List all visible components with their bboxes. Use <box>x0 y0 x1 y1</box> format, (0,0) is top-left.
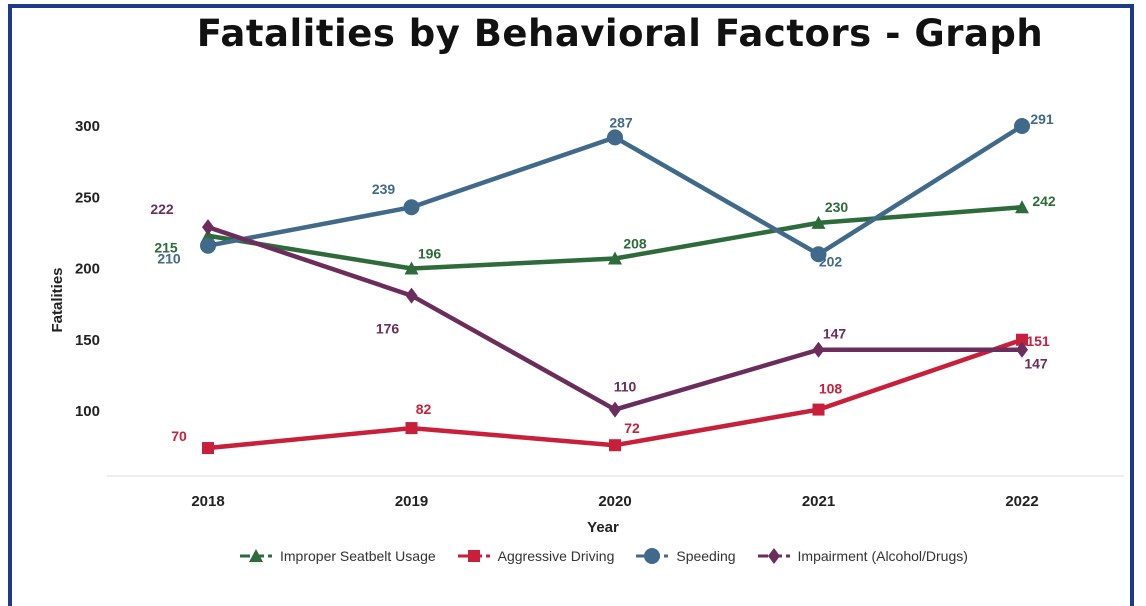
x-tick-label: 2021 <box>802 493 835 510</box>
data-label-aggressive-driving: 108 <box>819 381 843 397</box>
chart-frame <box>8 4 1134 606</box>
data-label-speeding: 239 <box>372 181 396 197</box>
y-tick-label: 250 <box>75 189 100 206</box>
x-tick-label: 2020 <box>598 493 631 510</box>
data-point-speeding <box>403 199 420 216</box>
data-point-speeding <box>200 237 216 254</box>
y-axis-title: Fatalities <box>49 267 66 332</box>
data-point-improper-seatbelt-usage <box>1015 200 1029 214</box>
legend-marker <box>767 548 780 564</box>
data-point-impairment-alcohol-drugs <box>405 287 418 304</box>
data-label-impairment-alcohol-drugs: 222 <box>150 201 174 217</box>
y-tick-label: 100 <box>75 403 100 420</box>
data-point-impairment-alcohol-drugs <box>812 341 825 358</box>
data-label-impairment-alcohol-drugs: 176 <box>376 321 400 337</box>
legend-marker <box>467 550 480 562</box>
data-label-aggressive-driving: 72 <box>624 420 640 436</box>
chart-title: Fatalities by Behavioral Factors - Graph <box>196 12 1044 55</box>
x-axis-title: Year <box>587 519 619 536</box>
data-point-aggressive-driving <box>812 403 825 416</box>
data-point-speeding <box>1014 118 1030 134</box>
data-label-speeding: 291 <box>1030 111 1054 127</box>
x-tick-label: 2019 <box>395 493 428 510</box>
data-label-impairment-alcohol-drugs: 147 <box>1024 356 1048 372</box>
y-tick-label: 200 <box>75 261 100 278</box>
x-tick-label: 2018 <box>191 493 224 510</box>
data-point-impairment-alcohol-drugs <box>609 401 621 418</box>
data-label-impairment-alcohol-drugs: 147 <box>823 326 847 342</box>
legend-swatch <box>240 549 272 562</box>
data-point-aggressive-driving <box>405 422 418 435</box>
legend-swatch <box>636 548 669 564</box>
data-point-aggressive-driving <box>202 442 214 455</box>
data-point-improper-seatbelt-usage <box>201 228 215 242</box>
legend-marker <box>249 549 263 562</box>
legend-label: Impairment (Alcohol/Drugs) <box>797 548 968 564</box>
legend-item-improper-seatbelt-usage: Improper Seatbelt Usage <box>238 548 436 564</box>
legend-marker <box>644 548 661 564</box>
data-label-speeding: 210 <box>157 251 181 267</box>
legend-item-impairment-alcohol-drugs: Impairment (Alcohol/Drugs) <box>756 548 968 564</box>
x-tick-label: 2022 <box>1005 493 1038 510</box>
y-tick-label: 150 <box>75 332 100 349</box>
legend-item-speeding: Speeding <box>634 548 736 564</box>
data-label-speeding: 287 <box>609 114 633 130</box>
data-point-aggressive-driving <box>609 439 621 452</box>
legend-swatch <box>457 550 490 562</box>
legend-label: Aggressive Driving <box>497 548 615 564</box>
data-label-improper-seatbelt-usage: 230 <box>825 199 849 215</box>
legend-swatch <box>757 548 790 564</box>
data-point-improper-seatbelt-usage <box>608 251 622 265</box>
data-point-aggressive-driving <box>1016 333 1028 346</box>
data-point-impairment-alcohol-drugs <box>202 219 214 236</box>
data-point-improper-seatbelt-usage <box>811 215 826 229</box>
data-label-aggressive-driving: 151 <box>1026 333 1050 349</box>
data-point-speeding <box>810 246 827 263</box>
data-label-aggressive-driving: 70 <box>171 428 187 444</box>
data-label-improper-seatbelt-usage: 208 <box>623 236 647 252</box>
data-label-impairment-alcohol-drugs: 110 <box>614 379 637 395</box>
data-point-speeding <box>607 129 623 146</box>
chart-legend: Improper Seatbelt Usage Aggressive Drivin… <box>238 548 968 564</box>
data-label-improper-seatbelt-usage: 215 <box>154 240 178 256</box>
data-label-improper-seatbelt-usage: 242 <box>1032 193 1056 209</box>
legend-label: Improper Seatbelt Usage <box>280 548 436 564</box>
data-label-improper-seatbelt-usage: 196 <box>418 246 442 262</box>
legend-item-aggressive-driving: Aggressive Driving <box>456 548 615 564</box>
data-point-impairment-alcohol-drugs <box>1016 341 1028 358</box>
y-tick-label: 300 <box>75 118 100 135</box>
data-point-improper-seatbelt-usage <box>404 261 419 275</box>
data-label-speeding: 202 <box>819 253 843 269</box>
legend-label: Speeding <box>676 548 736 564</box>
data-label-aggressive-driving: 82 <box>416 401 432 417</box>
